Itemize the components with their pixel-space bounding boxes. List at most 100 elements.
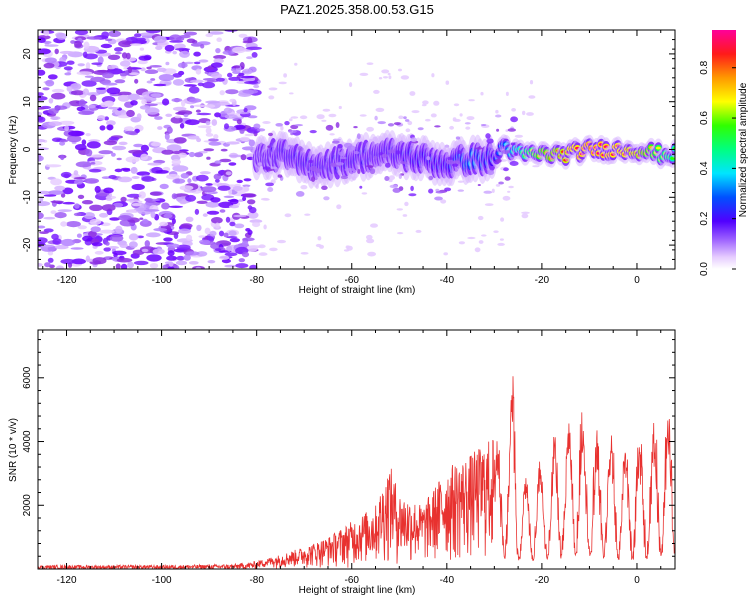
- noise-cell: [219, 209, 226, 213]
- ridge-blob: [480, 124, 487, 126]
- noise-cell: [77, 194, 85, 199]
- noise-cell: [480, 91, 484, 96]
- noise-cell: [104, 38, 113, 42]
- noise-cell: [153, 83, 167, 87]
- noise-cell: [91, 242, 103, 247]
- ridge-blob: [353, 151, 360, 155]
- noise-cell: [130, 43, 142, 46]
- noise-cell: [146, 254, 162, 262]
- noise-cell: [224, 123, 229, 130]
- noise-cell: [99, 125, 106, 131]
- noise-cell: [77, 63, 85, 67]
- noise-cell: [141, 98, 147, 105]
- noise-cell: [43, 40, 52, 44]
- noise-cell: [113, 202, 123, 208]
- noise-cell: [156, 67, 167, 73]
- noise-cell: [196, 200, 208, 204]
- noise-cell: [50, 200, 64, 204]
- noise-cell: [214, 160, 222, 164]
- noise-cell: [114, 109, 127, 116]
- noise-cell: [107, 65, 116, 70]
- noise-cell: [62, 187, 74, 195]
- noise-cell: [39, 231, 49, 235]
- noise-cell: [373, 89, 380, 94]
- noise-cell: [180, 173, 189, 179]
- noise-cell: [47, 108, 59, 115]
- noise-cell: [116, 257, 133, 263]
- noise-cell: [247, 211, 259, 219]
- spectrogram-heatmap: [38, 30, 675, 269]
- ridge-blob: [365, 165, 374, 168]
- noise-cell: [154, 116, 163, 120]
- noise-cell: [141, 248, 149, 253]
- noise-cell: [119, 72, 128, 77]
- noise-cell: [366, 238, 375, 244]
- noise-cell: [70, 40, 76, 44]
- noise-cell: [90, 226, 101, 233]
- noise-cell: [122, 57, 137, 62]
- x-tick-label: -120: [57, 575, 77, 586]
- noise-cell: [521, 211, 530, 214]
- noise-cell: [225, 89, 239, 95]
- noise-cell: [84, 75, 94, 78]
- noise-cell: [115, 51, 122, 55]
- noise-cell: [112, 145, 126, 151]
- noise-cell: [218, 230, 225, 237]
- noise-cell: [234, 223, 245, 229]
- noise-cell: [225, 104, 240, 107]
- noise-cell: [98, 150, 113, 155]
- noise-cell: [39, 196, 44, 202]
- noise-cell: [228, 230, 237, 236]
- noise-cell: [54, 212, 67, 219]
- noise-cell: [505, 91, 509, 96]
- noise-cell: [48, 121, 63, 127]
- noise-cell: [43, 216, 56, 220]
- noise-cell: [59, 50, 75, 55]
- noise-cell: [88, 139, 101, 143]
- noise-cell: [280, 125, 284, 131]
- noise-cell: [206, 210, 220, 215]
- noise-cell: [158, 74, 175, 82]
- noise-cell: [247, 205, 253, 210]
- noise-cell: [155, 170, 169, 174]
- noise-cell: [396, 232, 404, 235]
- noise-cell: [241, 251, 250, 258]
- noise-cell: [481, 234, 487, 237]
- colorbar: 0.0 0.2 0.4 0.6 0.8 Normalized spectral ampl…: [699, 30, 749, 276]
- noise-cell: [211, 217, 223, 224]
- noise-cell: [338, 105, 342, 110]
- noise-cell: [181, 99, 186, 107]
- noise-cell: [94, 185, 101, 193]
- ridge-blob: [294, 124, 304, 127]
- noise-cell: [54, 244, 69, 250]
- y-tick-label: 20: [22, 48, 33, 60]
- noise-cell: [153, 35, 167, 44]
- noise-cell: [76, 71, 93, 76]
- noise-cell: [370, 223, 378, 228]
- noise-cell: [150, 93, 162, 98]
- noise-cell: [189, 98, 202, 103]
- ridge-blob: [267, 187, 274, 192]
- noise-cell: [284, 213, 292, 218]
- ridge-blob: [498, 181, 504, 185]
- noise-cell: [118, 141, 128, 146]
- noise-cell: [172, 165, 189, 172]
- noise-cell: [529, 80, 534, 85]
- ridge-blob: [338, 151, 345, 157]
- noise-cell: [73, 177, 86, 180]
- ridge-blob: [474, 147, 484, 150]
- noise-cell: [115, 225, 123, 234]
- noise-cell: [210, 197, 221, 203]
- noise-cell: [242, 40, 253, 44]
- noise-cell: [289, 118, 293, 122]
- noise-cell: [407, 120, 413, 126]
- noise-cell: [499, 238, 504, 241]
- noise-cell: [209, 230, 217, 237]
- noise-cell: [232, 65, 241, 69]
- noise-cell: [236, 119, 242, 125]
- noise-cell: [226, 245, 233, 252]
- noise-cell: [222, 50, 235, 55]
- noise-cell: [507, 190, 511, 193]
- noise-cell: [60, 193, 66, 198]
- spectrogram-x-ticks: -120 -100 -80 -60 -40 -20 0: [42, 30, 662, 286]
